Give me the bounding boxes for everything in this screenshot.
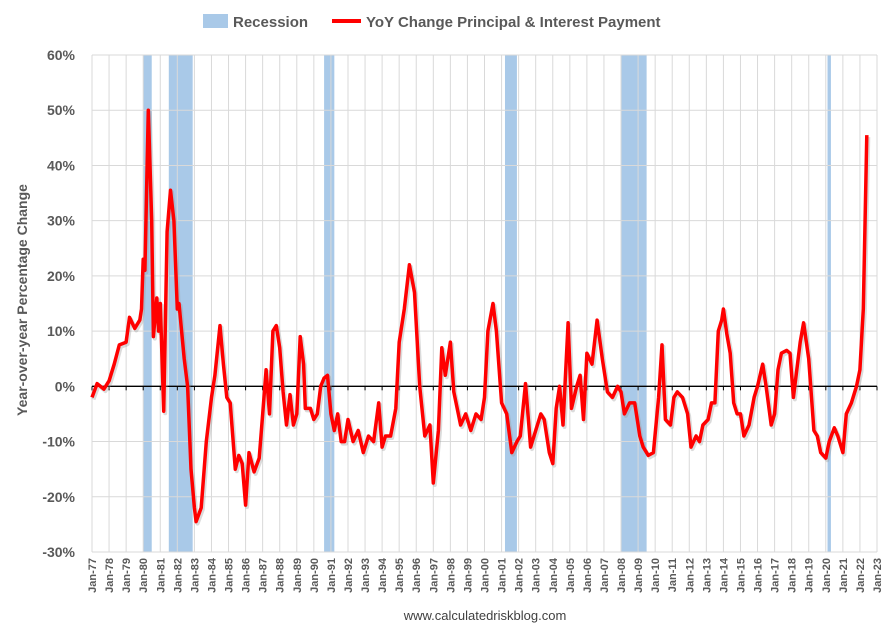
x-tick-label: Jan-02 bbox=[514, 558, 526, 593]
series-shadow bbox=[91, 110, 871, 526]
x-tick-label: Jan-15 bbox=[735, 558, 747, 593]
legend-series-label: YoY Change Principal & Interest Payment bbox=[366, 14, 661, 31]
x-tick-label: Jan-83 bbox=[189, 558, 201, 593]
x-tick-label: Jan-95 bbox=[394, 558, 406, 593]
x-tick-label: Jan-98 bbox=[445, 558, 457, 593]
x-tick-label: Jan-88 bbox=[275, 558, 287, 593]
x-tick-label: Jan-79 bbox=[121, 558, 133, 593]
x-tick-label: Jan-20 bbox=[821, 558, 833, 593]
x-tick-label: Jan-05 bbox=[565, 558, 577, 593]
y-axis-label: Year-over-year Percentage Change bbox=[14, 184, 30, 416]
x-tick-label: Jan-07 bbox=[599, 558, 611, 593]
x-tick-label: Jan-97 bbox=[428, 558, 440, 593]
x-tick-label: Jan-14 bbox=[718, 557, 730, 593]
x-tick-label: Jan-82 bbox=[172, 558, 184, 593]
x-tick-label: Jan-18 bbox=[787, 558, 799, 593]
x-tick-label: Jan-78 bbox=[104, 558, 116, 593]
x-tick-label: Jan-03 bbox=[531, 558, 543, 593]
y-tick-label: -20% bbox=[42, 489, 75, 505]
x-tick-label: Jan-16 bbox=[753, 558, 765, 593]
x-tick-label: Jan-99 bbox=[462, 558, 474, 593]
y-tick-label: 50% bbox=[47, 102, 76, 118]
x-tick-label: Jan-77 bbox=[87, 558, 99, 593]
x-tick-label: Jan-08 bbox=[616, 558, 628, 593]
x-tick-label: Jan-96 bbox=[411, 558, 423, 593]
x-tick-label: Jan-13 bbox=[701, 558, 713, 593]
source-footer: www.calculatedriskblog.com bbox=[403, 608, 567, 623]
x-tick-label: Jan-84 bbox=[206, 557, 218, 593]
y-tick-label: 0% bbox=[55, 378, 76, 394]
legend-recession-label: Recession bbox=[233, 14, 308, 31]
x-tick-label: Jan-92 bbox=[343, 558, 355, 593]
recession-band bbox=[143, 55, 152, 552]
x-tick-label: Jan-80 bbox=[138, 558, 150, 593]
x-tick-label: Jan-90 bbox=[309, 558, 321, 593]
x-tick-label: Jan-10 bbox=[650, 558, 662, 593]
x-tick-label: Jan-12 bbox=[684, 558, 696, 593]
y-tick-label: 30% bbox=[47, 213, 76, 229]
recession-band bbox=[621, 55, 647, 552]
x-tick-label: Jan-93 bbox=[360, 558, 372, 593]
x-tick-label: Jan-06 bbox=[582, 558, 594, 593]
x-tick-label: Jan-21 bbox=[838, 558, 850, 593]
y-tick-label: -30% bbox=[42, 544, 75, 560]
x-tick-label: Jan-00 bbox=[480, 558, 492, 593]
recession-band bbox=[827, 55, 831, 552]
x-tick-label: Jan-87 bbox=[258, 558, 270, 593]
x-tick-label: Jan-94 bbox=[377, 557, 389, 593]
x-tick-label: Jan-11 bbox=[667, 558, 679, 592]
y-tick-label: 40% bbox=[47, 157, 76, 173]
x-tick-label: Jan-81 bbox=[155, 558, 167, 593]
x-tick-label: Jan-22 bbox=[855, 558, 867, 593]
x-tick-label: Jan-85 bbox=[224, 558, 236, 593]
x-tick-label: Jan-89 bbox=[292, 558, 304, 593]
x-tick-label: Jan-19 bbox=[804, 558, 816, 593]
recession-band bbox=[504, 55, 517, 552]
series-line bbox=[90, 108, 869, 524]
x-tick-label: Jan-17 bbox=[770, 558, 782, 593]
x-tick-label: Jan-04 bbox=[548, 557, 560, 593]
recession-band bbox=[324, 55, 335, 552]
x-tick-label: Jan-86 bbox=[241, 558, 253, 593]
y-tick-label: -10% bbox=[42, 434, 75, 450]
y-tick-label: 60% bbox=[47, 47, 76, 63]
x-tick-label: Jan-01 bbox=[497, 558, 509, 593]
x-tick-label: Jan-09 bbox=[633, 558, 645, 593]
x-tick-label: Jan-91 bbox=[326, 558, 338, 593]
legend-recession-swatch bbox=[203, 14, 228, 28]
x-tick-label: Jan-23 bbox=[872, 558, 884, 593]
y-tick-label: 10% bbox=[47, 323, 76, 339]
y-tick-label: 20% bbox=[47, 268, 76, 284]
